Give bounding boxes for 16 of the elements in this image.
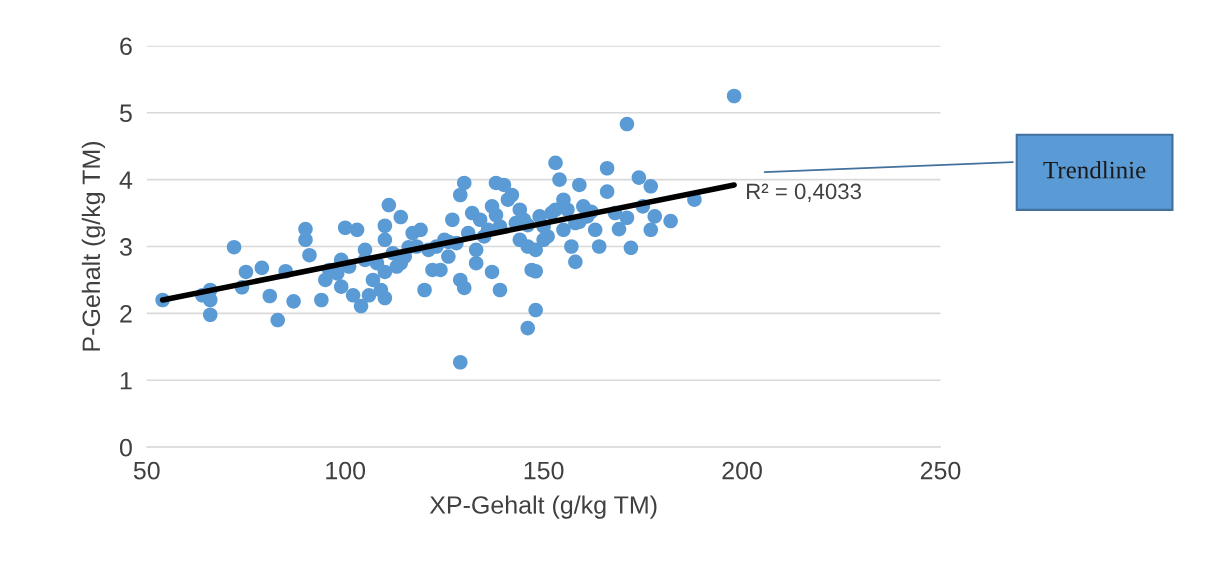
y-tick-label: 4 xyxy=(119,171,133,189)
x-tick-label: 100 xyxy=(326,461,366,480)
x-tick-label: 150 xyxy=(524,461,564,480)
y-axis-title: P-Gehalt (g/kg TM) xyxy=(81,141,106,351)
annotation: R² = 0,4033 xyxy=(747,183,861,202)
y-tick-label: 2 xyxy=(120,304,132,323)
y-tick-label: 5 xyxy=(119,104,132,123)
y-tick-label: 0 xyxy=(119,438,132,457)
y-tick-label: 3 xyxy=(119,238,132,256)
y-tick-label: 1 xyxy=(120,372,132,390)
y-tick-label: 6 xyxy=(120,37,132,56)
text: Trendlinie xyxy=(1043,160,1146,179)
x-tick-label: 50 xyxy=(133,461,160,480)
x-tick-label: 200 xyxy=(722,461,762,480)
x-axis-title: XP-Gehalt (g/kg TM) xyxy=(429,495,657,519)
x-tick-label: 250 xyxy=(920,461,961,480)
